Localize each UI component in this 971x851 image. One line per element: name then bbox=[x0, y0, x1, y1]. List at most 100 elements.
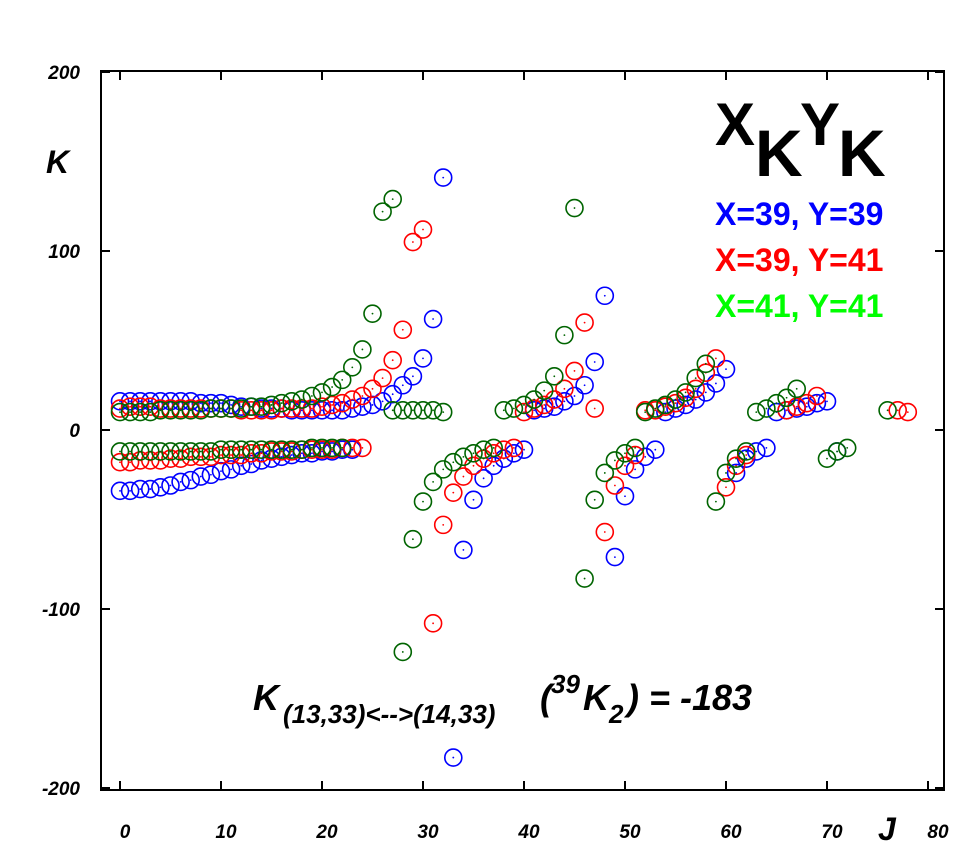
data-point bbox=[322, 438, 342, 458]
data-point bbox=[191, 467, 211, 486]
data-point-center bbox=[371, 312, 374, 315]
data-point-center bbox=[179, 457, 182, 460]
data-point-center bbox=[129, 400, 132, 403]
data-point-center bbox=[573, 370, 576, 372]
data-point bbox=[110, 452, 130, 472]
data-point bbox=[615, 456, 635, 476]
data-point bbox=[585, 399, 605, 418]
data-point bbox=[130, 397, 150, 417]
data-point bbox=[433, 515, 453, 535]
data-point-center bbox=[563, 400, 566, 403]
data-point bbox=[716, 359, 736, 379]
data-point bbox=[746, 402, 766, 422]
data-point bbox=[211, 461, 231, 481]
data-point bbox=[403, 366, 423, 386]
data-point bbox=[656, 395, 675, 415]
data-point-center bbox=[391, 393, 394, 396]
data-point-center bbox=[189, 409, 192, 412]
data-point-center bbox=[321, 447, 323, 449]
data-point-center bbox=[149, 488, 152, 490]
data-point-center bbox=[755, 450, 758, 453]
data-point-center bbox=[795, 407, 798, 410]
data-point-center bbox=[381, 400, 384, 403]
data-point-center bbox=[351, 448, 354, 451]
data-point-center bbox=[149, 400, 152, 403]
data-point bbox=[120, 397, 140, 417]
data-point-center bbox=[119, 461, 121, 464]
data-point-center bbox=[513, 452, 515, 455]
data-point-center bbox=[169, 407, 172, 410]
data-point-center bbox=[290, 450, 293, 453]
data-point-center bbox=[311, 452, 313, 455]
data-point-center bbox=[412, 241, 414, 243]
data-point-center bbox=[432, 622, 434, 625]
data-point bbox=[565, 198, 584, 218]
data-point bbox=[413, 492, 433, 511]
data-point bbox=[373, 202, 392, 221]
data-point bbox=[544, 366, 564, 386]
data-point-center bbox=[240, 464, 243, 467]
data-point bbox=[494, 401, 514, 420]
data-point bbox=[161, 476, 180, 495]
data-point bbox=[827, 442, 847, 461]
data-point bbox=[645, 440, 665, 459]
x-tick-label: 40 bbox=[517, 822, 540, 843]
data-point-center bbox=[331, 409, 333, 412]
data-point-center bbox=[381, 377, 384, 379]
data-point bbox=[181, 470, 200, 490]
data-point bbox=[555, 379, 574, 399]
data-point-center bbox=[300, 398, 303, 401]
data-point-center bbox=[220, 448, 222, 451]
data-point-center bbox=[593, 407, 596, 410]
data-point bbox=[837, 438, 857, 458]
data-point-center bbox=[543, 389, 546, 392]
data-point bbox=[312, 438, 332, 458]
data-point-center bbox=[290, 407, 293, 410]
data-point bbox=[413, 401, 433, 420]
data-point-center bbox=[432, 318, 434, 320]
data-point-center bbox=[563, 387, 566, 390]
data-point-center bbox=[785, 396, 788, 399]
data-point bbox=[625, 438, 645, 458]
data-point bbox=[231, 399, 251, 418]
data-point bbox=[443, 748, 463, 767]
data-point bbox=[403, 232, 423, 252]
data-point bbox=[171, 442, 190, 461]
data-point-center bbox=[159, 486, 162, 489]
data-point-center bbox=[169, 409, 172, 412]
data-point bbox=[676, 383, 695, 402]
data-point-center bbox=[149, 450, 152, 453]
data-point-center bbox=[391, 198, 394, 200]
data-point-center bbox=[472, 498, 475, 501]
data-point-center bbox=[280, 448, 283, 451]
data-point bbox=[191, 442, 211, 461]
data-point-center bbox=[412, 375, 414, 378]
data-point-center bbox=[785, 409, 788, 412]
data-point-center bbox=[886, 409, 889, 412]
data-point-center bbox=[179, 450, 182, 453]
data-point bbox=[625, 460, 645, 479]
data-point bbox=[120, 402, 140, 422]
data-point bbox=[676, 395, 695, 415]
data-point bbox=[262, 395, 281, 415]
data-point bbox=[534, 381, 554, 400]
legend: X=39, Y=39 X=39, Y=41 X=41, Y=41 bbox=[715, 196, 883, 324]
data-point bbox=[353, 340, 372, 359]
data-point-center bbox=[614, 459, 616, 462]
data-point-center bbox=[684, 396, 687, 399]
data-point-center bbox=[735, 464, 737, 467]
data-point bbox=[342, 358, 362, 377]
legend-entry-1: X=39, Y=39 bbox=[715, 196, 883, 232]
legend-entry-3: X=41, Y=41 bbox=[715, 288, 883, 324]
data-point-center bbox=[341, 378, 344, 381]
data-point-center bbox=[250, 448, 253, 451]
data-point-center bbox=[129, 489, 132, 492]
data-point-center bbox=[321, 450, 323, 453]
data-point-center bbox=[583, 384, 586, 387]
data-point bbox=[110, 481, 130, 501]
data-point bbox=[767, 393, 786, 413]
data-point-center bbox=[715, 382, 717, 385]
data-point-center bbox=[583, 321, 586, 324]
data-point-center bbox=[573, 207, 576, 209]
data-point-center bbox=[583, 577, 586, 580]
